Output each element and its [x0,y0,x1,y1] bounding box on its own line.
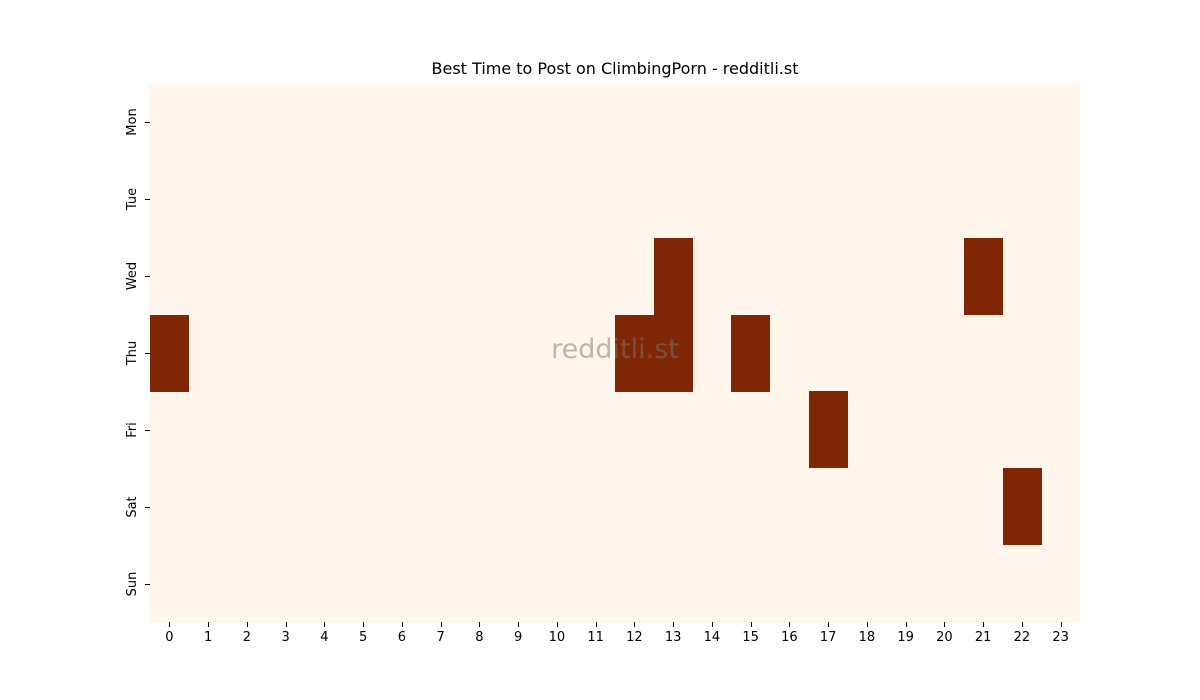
x-tick [789,622,790,627]
x-tick-label: 3 [281,630,290,645]
x-tick-label: 20 [936,630,953,645]
y-tick-label: Thu [125,340,140,366]
x-tick [286,622,287,627]
x-tick [247,622,248,627]
x-tick-label: 8 [475,630,484,645]
x-tick-label: 7 [436,630,445,645]
x-tick-label: 1 [203,630,213,645]
x-tick [1061,622,1062,627]
x-tick-label: 22 [1013,630,1031,645]
x-tick-label: 6 [397,630,407,645]
y-tick [145,122,150,123]
x-tick [363,622,364,627]
y-tick-label: Tue [125,188,140,211]
heatmap-cell [653,314,693,392]
x-tick [169,622,170,627]
x-tick [479,622,480,627]
y-tick [145,584,150,585]
x-tick-label: 11 [587,630,604,645]
y-tick-label: Wed [125,261,140,291]
x-tick [867,622,868,627]
heatmap-plot-area [150,84,1080,622]
y-tick [145,276,150,277]
y-tick [145,353,150,354]
y-tick [145,430,150,431]
y-tick-label: Mon [125,108,140,137]
x-tick-label: 9 [513,630,523,645]
x-tick-label: 18 [858,630,876,645]
heatmap-cell [653,237,693,315]
heatmap-cell [150,314,189,392]
x-tick-label: 17 [819,630,837,645]
y-tick-label: Fri [125,422,140,438]
x-tick-label: 16 [781,630,798,645]
x-tick-label: 15 [742,630,759,645]
chart-title: Best Time to Post on ClimbingPorn - redd… [431,59,799,78]
x-tick-label: 10 [548,630,566,645]
x-tick [944,622,945,627]
y-tick-label: Sun [125,571,140,596]
x-tick [673,622,674,627]
x-tick-label: 0 [165,630,174,645]
x-tick [324,622,325,627]
y-tick-label: Sat [125,496,140,518]
x-tick [518,622,519,627]
x-tick [1022,622,1023,627]
x-tick [712,622,713,627]
x-tick-label: 14 [703,630,721,645]
y-tick [145,507,150,508]
x-tick [751,622,752,627]
x-tick-label: 12 [626,630,643,645]
heatmap-cell [963,237,1003,315]
x-tick-label: 5 [358,630,368,645]
x-tick [208,622,209,627]
x-tick [828,622,829,627]
x-tick-label: 13 [664,630,682,645]
heatmap-cell [1002,468,1042,546]
x-tick [906,622,907,627]
heatmap-cell [808,391,848,469]
x-tick [557,622,558,627]
x-tick [441,622,442,627]
x-tick-label: 2 [242,630,252,645]
heatmap-cell [731,314,771,392]
x-tick-label: 19 [897,630,914,645]
y-tick [145,199,150,200]
x-tick-label: 21 [974,630,992,645]
x-tick [402,622,403,627]
x-tick-label: 4 [320,630,329,645]
x-tick [634,622,635,627]
x-tick [983,622,984,627]
x-tick [596,622,597,627]
x-tick-label: 23 [1052,630,1069,645]
heatmap-cell [615,314,654,392]
